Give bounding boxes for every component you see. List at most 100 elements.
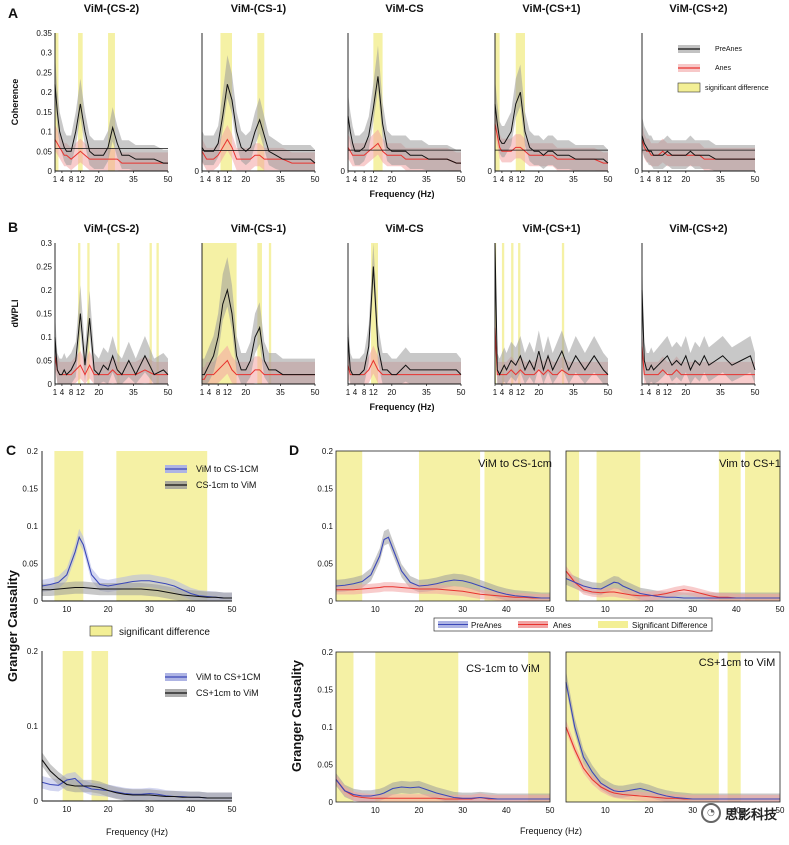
c-plot0-xtick-label: 50 [228, 605, 237, 614]
gA-plot4-xtick-label: 50 [751, 175, 760, 184]
d-plot1-xtick-label: 20 [645, 605, 654, 614]
c-plot1-xtick-label: 10 [62, 805, 71, 814]
gA-plot3-xtick-label: 35 [569, 175, 578, 184]
d-plot3-title: CS+1cm to ViM [699, 657, 776, 669]
watermark-text: 思影科技 [724, 807, 777, 823]
d-plot0-xtick-label: 20 [415, 605, 424, 614]
d-plot1-frame [565, 450, 781, 602]
gB-plot2-xtick-label: 12 [369, 388, 378, 397]
gA-plot0-xtick-label: 8 [69, 175, 74, 184]
gA-plot2-pre-line [347, 76, 461, 164]
d-plot1-sig-2 [718, 451, 741, 601]
gA-plot0-sig-2 [108, 33, 115, 171]
d-legend-label-2: Significant Difference [632, 621, 708, 630]
d-plot0-ytick-label: 0.15 [317, 485, 333, 494]
gB-plot0-xtick-label: 50 [164, 388, 173, 397]
panel-letter-d: D [289, 442, 299, 458]
c-plot1-xtick-label: 20 [104, 805, 113, 814]
c-plot0-line-0 [41, 535, 232, 599]
d-plot0-xtick-label: 30 [458, 605, 467, 614]
gA-plot4-pre-band [642, 116, 755, 171]
d-plot0-xtick-label: 40 [502, 605, 511, 614]
gB-plot0-ytick-label: 0.2 [41, 286, 53, 295]
gA-plot1-xtick-label: 50 [311, 175, 320, 184]
d-plot3-pre-line [565, 681, 780, 800]
c-xlabel: Frequency (Hz) [106, 827, 168, 837]
gB-plot1-xtick-label: 8 [216, 388, 221, 397]
gA-plot3-xtick-label: 4 [500, 175, 505, 184]
gB-plot3-sig-4 [561, 243, 565, 384]
gA-plot2-xtick-label: 8 [362, 175, 367, 184]
d-plot0-title: ViM to CS-1cm [478, 458, 552, 470]
c-plot0-xtick-label: 30 [145, 605, 154, 614]
gB-plot0-ytick-label: 0.15 [36, 310, 52, 319]
gA-plot1-xtick-label: 8 [216, 175, 221, 184]
d-plot2-title: CS-1cm to ViM [466, 663, 540, 675]
gA-plot0-ytick-label: 0.3 [41, 49, 53, 58]
gA-plot0-xtick-label: 4 [60, 175, 65, 184]
gB-plot0-xtick-label: 8 [69, 388, 74, 397]
gA-plot3-sig-0 [495, 33, 500, 171]
d-plot2-sig-2 [528, 652, 550, 802]
gB-plot3-xtick-label: 50 [604, 388, 613, 397]
d-plot2-anes-band [336, 774, 550, 802]
gA-plot3-title: ViM-(CS+1) [522, 3, 581, 15]
gA-plot2-xtick-label: 12 [369, 175, 378, 184]
gA-plot0-ytick-label: 0 [48, 167, 53, 176]
gB-plot4-xtick-label: 4 [647, 388, 652, 397]
gA-plot0-ytick-label: 0.35 [36, 29, 52, 38]
d-plot0-ytick-label: 0.2 [322, 447, 334, 456]
gA-plot4-xtick-label: 1 [640, 175, 645, 184]
legend-pre-label: PreAnes [715, 46, 742, 53]
gB-plot3-pre-line [494, 242, 609, 376]
gA-plot4-xtick-label: 12 [663, 175, 672, 184]
d-plot0-ytick-label: 0.05 [317, 560, 333, 569]
c-plot1-xtick-label: 50 [228, 805, 237, 814]
gB-plot3-xtick-label: 1 [493, 388, 498, 397]
d-plot0-sig-0 [336, 451, 363, 601]
gA-plot4-ytick-label: 0 [635, 167, 640, 176]
gB-plot4-anes-line [641, 346, 755, 376]
gB-plot0-pre-line [54, 313, 169, 376]
c-plot1-sig-1 [91, 651, 109, 801]
gA-plot4-title: ViM-(CS+2) [669, 3, 728, 15]
gA-plot3-xtick-label: 20 [534, 175, 543, 184]
panel-b-dwpli: B ViM-(CS-2)1 4 8 12 20 35 5000.050.10.150.20.2… [8, 219, 760, 412]
gB-plot2-xtick-label: 4 [353, 388, 358, 397]
c-plot0-legend-label-1: CS-1cm to ViM [196, 480, 256, 490]
gA-plot4-xtick-label: 4 [647, 175, 652, 184]
gB-xlabel: Frequency (Hz) [369, 402, 434, 412]
gA-plot1-pre-line [201, 84, 316, 164]
gB-plot0-xtick-label: 4 [60, 388, 65, 397]
d-plot2-sig-0 [336, 652, 354, 802]
gA-plot2-xtick-label: 4 [353, 175, 358, 184]
panel-c-granger: C 10 20 30 40 50 0 0.05 0.1 0.15 0.2 ViM to CS-1CM C… [5, 442, 261, 837]
c-plot0-xtick-label: 20 [104, 605, 113, 614]
gB-plot1-pre-line [202, 288, 315, 376]
gB-plot0-ytick-label: 0.05 [36, 357, 52, 366]
c-plot1-ytick-label: 0 [34, 797, 39, 806]
d-plot0-xtick-label: 10 [371, 605, 380, 614]
d-plot0-ytick-label: 0.1 [322, 522, 334, 531]
gA-plot0-xtick-label: 50 [164, 175, 173, 184]
gB-plot2-xtick-label: 35 [422, 388, 431, 397]
gB-plot4-pre-line [641, 289, 756, 372]
gA-plot0-xtick-label: 20 [94, 175, 103, 184]
gA-plot2-pre-band [348, 45, 461, 171]
legend-anes-label: Anes [715, 65, 731, 72]
gA-plot3-xtick-label: 12 [516, 175, 525, 184]
d-plot3-frame [565, 651, 781, 803]
gA-plot1-title: ViM-(CS-1) [231, 3, 287, 15]
gA-plot1-sig-1 [257, 33, 265, 171]
panel-d-granger: D ViM to CS-1cm 10 20 30 40 50 0 0.05 0.1 0.15 0.2 V… [289, 442, 785, 836]
gA-plot2-xtick-label: 35 [422, 175, 431, 184]
c-plot1-legend-label-1: CS+1cm to ViM [196, 688, 259, 698]
gB-plot3-title: ViM-(CS+1) [522, 223, 581, 235]
gB-plot0-ytick-label: 0 [48, 380, 53, 389]
gB-plot2-title: ViM-CS [385, 223, 423, 235]
d-plot0-ytick-label: 0 [329, 597, 334, 606]
d-plot2-ytick-label: 0 [329, 798, 334, 807]
wechat-icon: ◔ [700, 803, 721, 823]
gB-plot3-sig-1 [501, 243, 505, 384]
d-plot2-ytick-label: 0.2 [322, 648, 334, 657]
